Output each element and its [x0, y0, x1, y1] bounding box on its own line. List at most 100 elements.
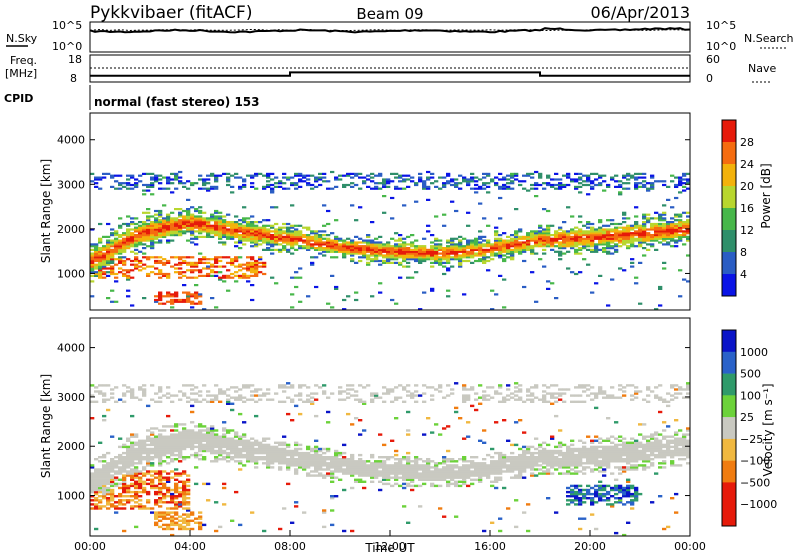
heatmap-cell [146, 439, 151, 442]
heatmap-cell [282, 226, 287, 229]
heatmap-cell [274, 458, 279, 461]
heatmap-cell [274, 230, 279, 233]
heatmap-cell [322, 254, 327, 257]
heatmap-cell [370, 466, 375, 469]
heatmap-cell [98, 501, 103, 504]
heatmap-cell [366, 248, 371, 251]
heatmap-cell [286, 449, 291, 453]
heatmap-cell [114, 400, 119, 403]
heatmap-cell [282, 247, 287, 250]
heatmap-cell [370, 176, 375, 179]
heatmap-cell [450, 247, 455, 250]
heatmap-cell [506, 394, 511, 397]
heatmap-cell [430, 234, 435, 237]
heatmap-cell [222, 232, 227, 235]
heatmap-cell [158, 519, 163, 522]
heatmap-cell [178, 232, 183, 235]
heatmap-cell [318, 241, 323, 244]
heatmap-cell [146, 429, 151, 432]
heatmap-cell [614, 226, 619, 229]
heatmap-cell [330, 497, 335, 500]
heatmap-cell [238, 239, 243, 242]
heatmap-cell [398, 466, 403, 469]
heatmap-cell [214, 215, 219, 218]
heatmap-cell [210, 427, 215, 430]
heatmap-cell [130, 221, 135, 224]
heatmap-cell [358, 433, 363, 436]
noise-left-tick-high: 10^5 [52, 19, 82, 32]
heatmap-cell [186, 239, 191, 242]
heatmap-cell [298, 232, 303, 235]
heatmap-cell [338, 398, 343, 401]
heatmap-cell [670, 174, 675, 177]
heatmap-cell [130, 392, 135, 395]
heatmap-cell [262, 261, 267, 264]
heatmap-cell [218, 256, 223, 259]
heatmap-cell [158, 429, 163, 432]
heatmap-cell [166, 180, 171, 183]
heatmap-cell [410, 234, 415, 237]
heatmap-cell [666, 235, 671, 238]
heatmap-cell [94, 474, 99, 477]
heatmap-cell [166, 525, 171, 529]
heatmap-cell [234, 274, 239, 277]
heatmap-cell [318, 245, 323, 248]
heatmap-cell [150, 235, 155, 238]
heatmap-cell [370, 245, 375, 248]
heatmap-cell [486, 464, 491, 467]
heatmap-cell [190, 404, 195, 408]
heatmap-cell [506, 241, 511, 244]
heatmap-cell [126, 258, 131, 261]
heatmap-cell [122, 486, 127, 490]
heatmap-cell [378, 263, 383, 266]
heatmap-cell [602, 247, 607, 250]
heatmap-cell [222, 458, 227, 461]
heatmap-cell [114, 241, 119, 244]
heatmap-cell [682, 221, 687, 224]
heatmap-cell [638, 230, 643, 233]
heatmap-cell [362, 176, 367, 179]
heatmap-cell [618, 245, 623, 248]
heatmap-cell [542, 182, 547, 185]
heatmap-cell [426, 250, 431, 253]
heatmap-cell [522, 458, 527, 461]
heatmap-cell [214, 221, 219, 224]
heatmap-cell [234, 398, 239, 401]
heatmap-cell [170, 488, 175, 492]
heatmap-cell [434, 185, 439, 188]
heatmap-cell [590, 232, 595, 235]
heatmap-cell [518, 243, 523, 246]
heatmap-cell [94, 178, 99, 181]
heatmap-cell [262, 447, 267, 451]
heatmap-cell [534, 458, 539, 461]
heatmap-cell [190, 217, 195, 220]
heatmap-cell [210, 228, 215, 231]
heatmap-cell [154, 501, 159, 504]
heatmap-cell [542, 400, 547, 403]
heatmap-cell [502, 466, 507, 469]
heatmap-cell [638, 261, 643, 264]
heatmap-cell [118, 235, 123, 238]
heatmap-cell [138, 243, 143, 246]
heatmap-cell [586, 176, 591, 179]
heatmap-cell [678, 222, 683, 226]
heatmap-cell [230, 259, 235, 263]
heatmap-cell [342, 183, 347, 187]
heatmap-cell [526, 529, 531, 533]
heatmap-cell [218, 443, 223, 447]
heatmap-cell [390, 256, 395, 259]
heatmap-cell [590, 180, 595, 183]
heatmap-cell [658, 237, 663, 240]
heatmap-cell [470, 256, 475, 259]
heatmap-cell [462, 176, 467, 179]
heatmap-cell [138, 499, 143, 502]
heatmap-cell [570, 245, 575, 248]
heatmap-cell [214, 187, 219, 190]
heatmap-cell [314, 392, 319, 395]
heatmap-cell [558, 464, 563, 467]
heatmap-cell [110, 289, 115, 292]
heatmap-cell [250, 453, 255, 457]
heatmap-cell [106, 466, 111, 469]
heatmap-cell [630, 241, 635, 244]
heatmap-cell [530, 237, 535, 240]
